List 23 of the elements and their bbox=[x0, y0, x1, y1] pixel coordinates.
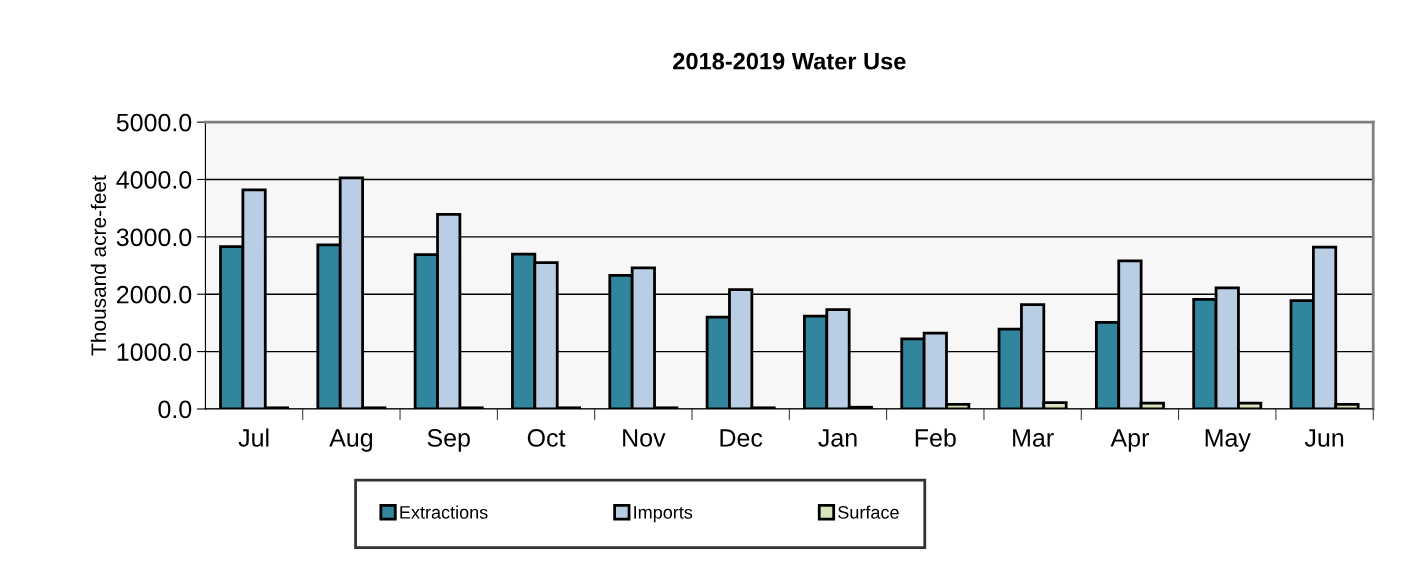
x-tick-label: Apr bbox=[1110, 429, 1149, 452]
x-tick-label: Oct bbox=[527, 429, 566, 447]
x-tick-label: Mar bbox=[1013, 429, 1054, 447]
x-tick-label: Feb bbox=[915, 428, 956, 447]
legend-label: Surface bbox=[838, 505, 899, 519]
x-tick-label: Sep bbox=[427, 429, 470, 452]
x-tick-label: Jan bbox=[818, 429, 857, 447]
y-tick-label: 5000.0 bbox=[116, 113, 192, 132]
y-tick-label: 0.0 bbox=[158, 400, 192, 419]
legend-label: Imports bbox=[634, 506, 693, 523]
x-tick-label: Nov bbox=[623, 429, 666, 447]
x-tick-label: Jun bbox=[1304, 429, 1344, 447]
x-tick-label: Jul bbox=[238, 428, 269, 447]
x-tick-label: Dec bbox=[720, 429, 763, 447]
chart-title: 2018-2019 Water Use bbox=[673, 52, 906, 70]
y-axis-title: Thousand acre-feet bbox=[90, 175, 107, 356]
y-tick-label: 3000.0 bbox=[116, 228, 192, 247]
x-tick-label: Aug bbox=[329, 429, 373, 452]
y-tick-label: 4000.0 bbox=[116, 171, 192, 189]
x-tick-label: May bbox=[1205, 429, 1251, 452]
y-tick-label: 2000.0 bbox=[117, 285, 192, 304]
y-tick-label: 1000.0 bbox=[117, 343, 192, 361]
legend-label: Extractions bbox=[400, 505, 488, 519]
